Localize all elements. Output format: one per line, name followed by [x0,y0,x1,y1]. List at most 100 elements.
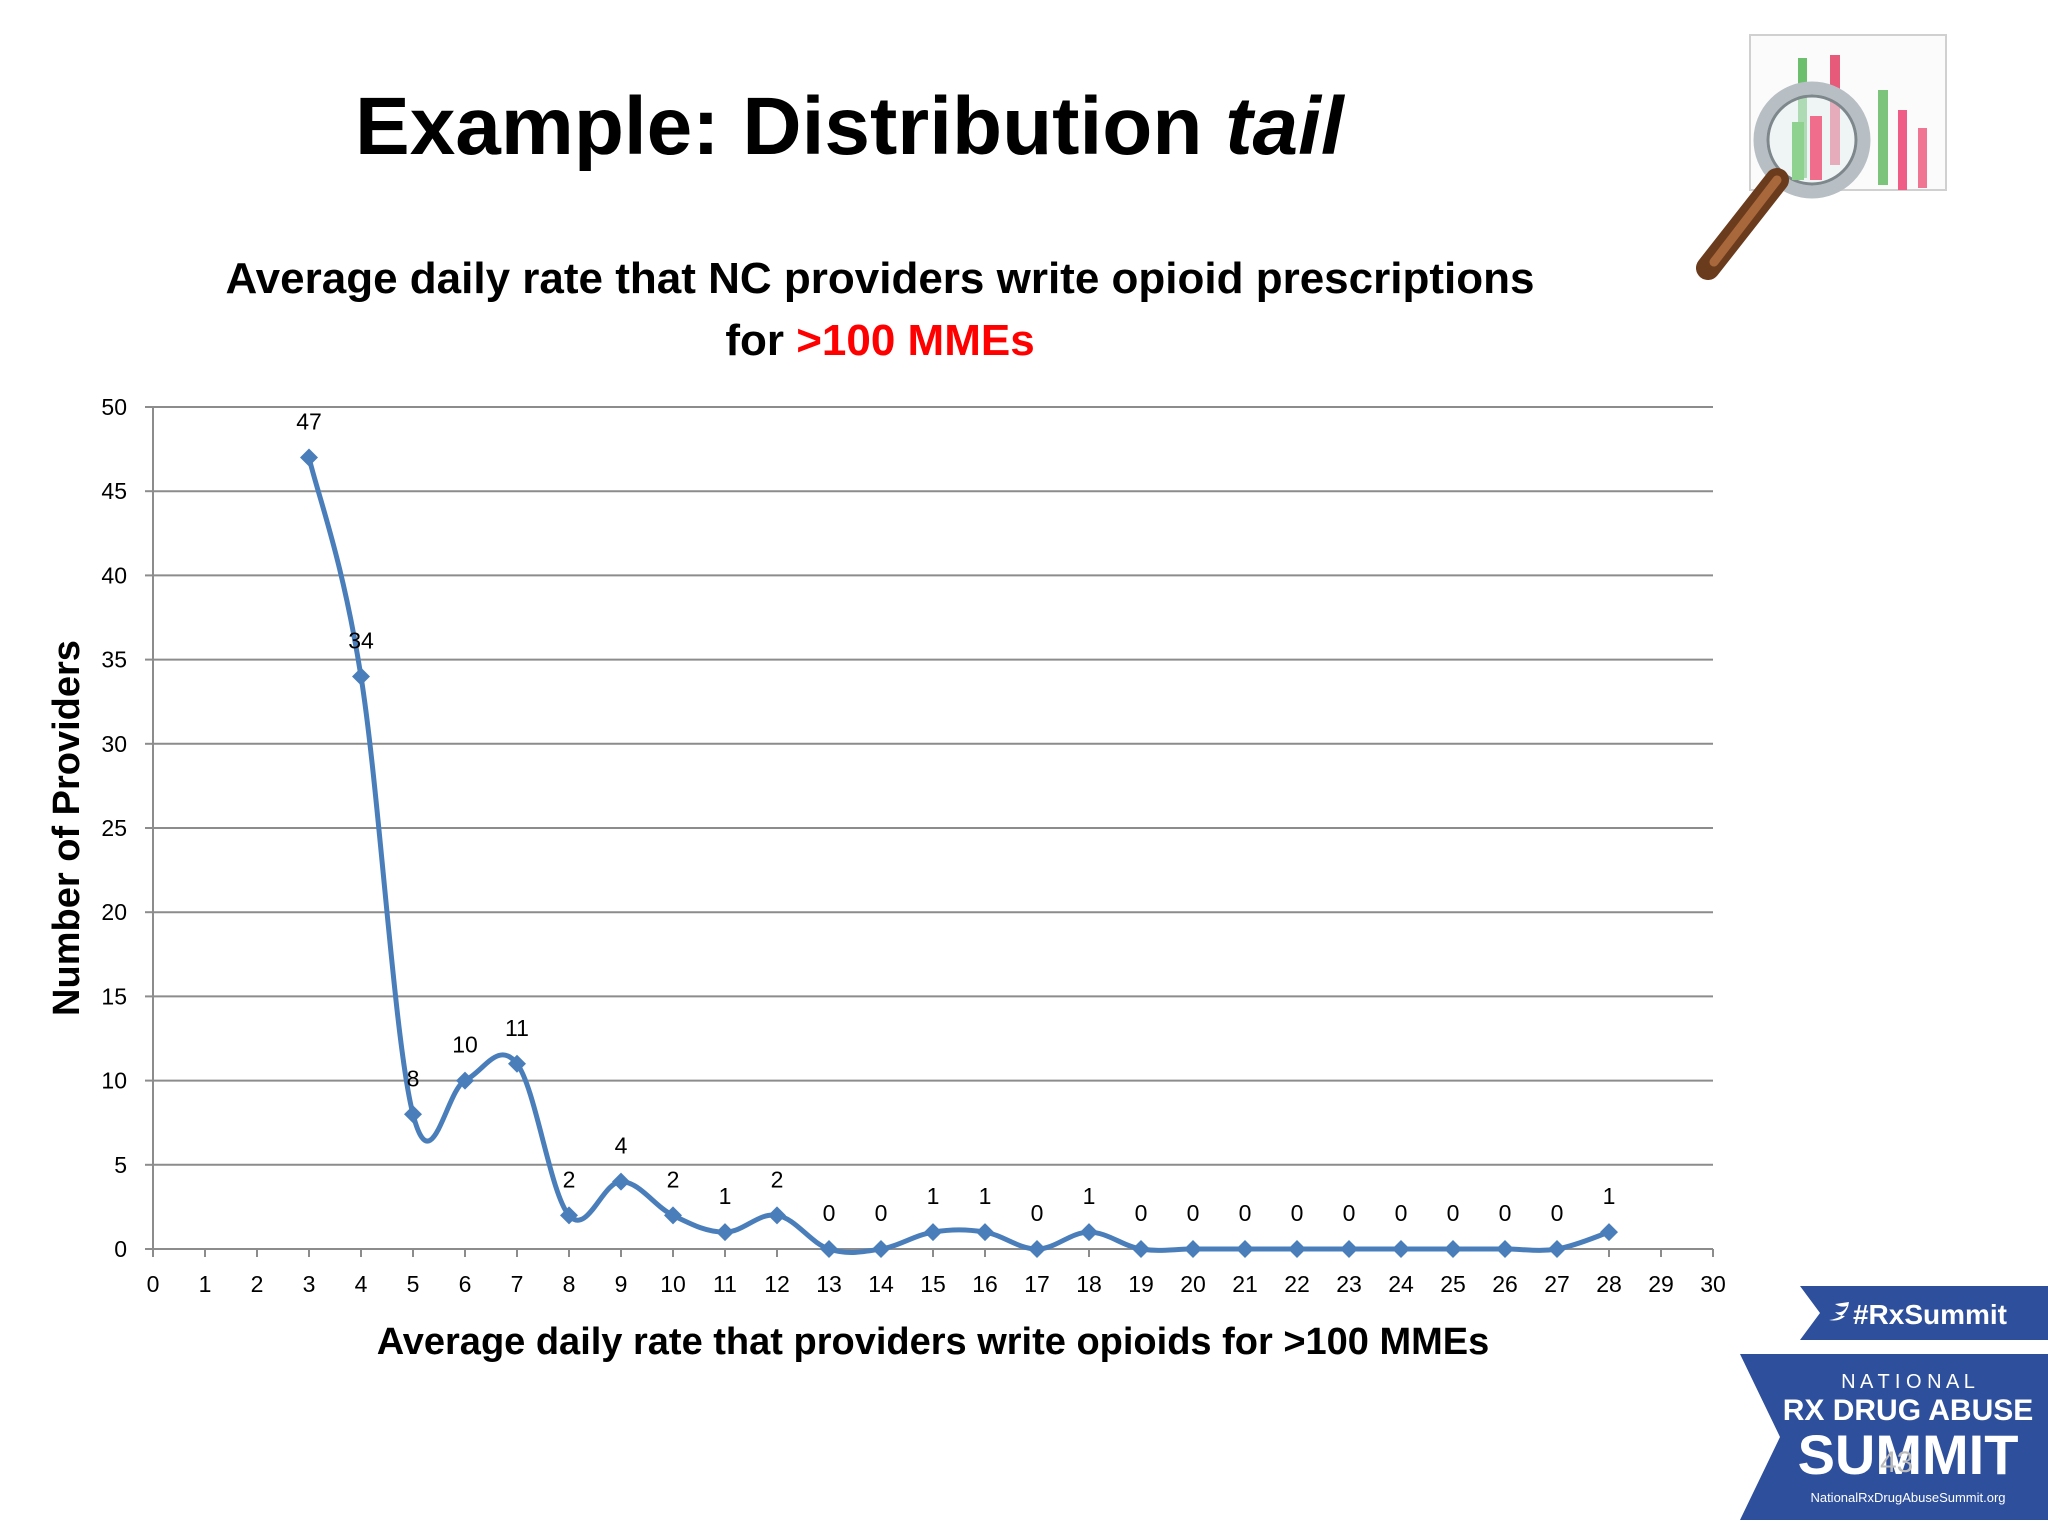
x-tick-label: 25 [1440,1271,1466,1297]
data-label: 1 [927,1183,940,1209]
y-tick-label: 50 [101,394,127,420]
series-line [306,455,1612,1255]
data-label: 4 [615,1133,628,1159]
data-point-marker [352,667,370,686]
y-tick-label: 25 [101,815,127,841]
x-tick-label: 1 [199,1271,212,1297]
x-tick-label: 29 [1648,1271,1674,1297]
x-tick-label: 14 [868,1271,894,1297]
slide-title: Example: Distribution tail [355,81,1344,172]
x-tick-label: 13 [816,1271,842,1297]
data-point-marker [820,1240,838,1258]
y-tick-label: 5 [114,1152,127,1178]
data-point-marker [1236,1240,1254,1258]
data-label: 0 [1499,1200,1512,1226]
badge-url: NationalRxDrugAbuseSummit.org [1810,1490,2005,1505]
data-point-marker [1496,1240,1514,1258]
x-tick-label: 2 [251,1271,264,1297]
x-tick-label: 20 [1180,1271,1206,1297]
data-point-marker [1600,1223,1618,1242]
data-point-marker [1340,1240,1358,1258]
x-tick-label: 30 [1700,1271,1726,1297]
data-markers [300,448,1618,1258]
data-point-marker [768,1206,786,1225]
chart-title: Average daily rate that NC providers wri… [0,248,1760,372]
data-label: 0 [1447,1200,1460,1226]
x-tick-label: 16 [972,1271,998,1297]
data-label: 0 [1239,1200,1252,1226]
y-tick-label: 45 [101,478,127,504]
chart-title-line2: for >100 MMEs [725,316,1035,365]
x-tick-label: 6 [459,1271,472,1297]
data-point-marker [1392,1240,1410,1258]
data-point-marker [1132,1240,1150,1258]
y-tick-labels: 0 5 10 15 20 25 30 35 40 45 50 [101,394,127,1262]
data-label: 0 [1031,1200,1044,1226]
data-label: 1 [719,1183,732,1209]
x-tick-label: 19 [1128,1271,1154,1297]
data-point-marker [456,1071,474,1090]
x-tick-labels: 0 1 2 3 4 5 6 7 8 9 10 11 12 13 14 15 16 17 18 19 20 21 22 23 24… [147,1271,1726,1297]
data-label: 2 [667,1166,680,1192]
data-point-marker [976,1223,994,1242]
data-label: 1 [979,1183,992,1209]
data-point-marker [1548,1240,1566,1258]
x-tick-label: 11 [713,1271,737,1297]
data-label: 0 [1187,1200,1200,1226]
x-tick-label: 5 [407,1271,420,1297]
x-tick-label: 3 [303,1271,316,1297]
y-tick-label: 15 [101,983,127,1009]
data-label: 0 [1343,1200,1356,1226]
data-point-marker [1288,1240,1306,1258]
data-label: 0 [823,1200,836,1226]
slide-title-emphasis: tail [1225,81,1344,172]
data-point-marker [1184,1240,1202,1258]
x-tick-label: 26 [1492,1271,1518,1297]
data-label: 0 [1291,1200,1304,1226]
grid-lines [153,406,1713,1166]
badge-line2: RX DRUG ABUSE [1783,1394,2034,1427]
x-tick-label: 12 [764,1271,790,1297]
y-tick-label: 20 [101,899,127,925]
badge-line1: N A T I O N A L [1841,1371,1975,1393]
chart-title-line1: Average daily rate that NC providers wri… [225,254,1535,303]
x-tick-label: 17 [1024,1271,1050,1297]
data-point-marker [924,1223,942,1242]
data-point-marker [300,448,318,467]
data-label: 10 [452,1032,478,1058]
x-tick-label: 21 [1232,1271,1258,1297]
data-label: 11 [505,1015,529,1041]
data-label: 1 [1603,1183,1616,1209]
x-tick-label: 27 [1544,1271,1570,1297]
x-axis-title: Average daily rate that providers write … [377,1321,1490,1363]
data-label: 2 [563,1166,576,1192]
x-tick-label: 9 [615,1271,628,1297]
data-point-marker [404,1105,422,1124]
data-point-marker [872,1240,890,1258]
x-tick-label: 28 [1596,1271,1622,1297]
magnifier-chart-icon [1696,34,1947,280]
data-label: 0 [1135,1200,1148,1226]
data-label: 8 [407,1065,420,1091]
page-number: 43 [1880,1446,1914,1479]
x-tick-label: 23 [1336,1271,1362,1297]
x-tick-label: 4 [355,1271,368,1297]
data-point-marker [508,1054,526,1073]
x-tick-label: 22 [1284,1271,1310,1297]
x-tick-label: 10 [660,1271,686,1297]
x-tick-label: 0 [147,1271,160,1297]
chart-title-accent: >100 MMEs [796,316,1035,365]
data-label: 47 [296,409,322,435]
data-label: 2 [771,1166,784,1192]
summit-badge: #RxSummit N A T I O N A L RX DRUG ABUSE … [1740,1286,2048,1520]
data-point-marker [560,1206,578,1225]
data-point-marker [716,1223,734,1242]
badge-line3: SUMMIT [1798,1423,2019,1486]
data-label: 0 [1395,1200,1408,1226]
data-point-marker [612,1172,630,1191]
y-tick-label: 10 [101,1068,127,1094]
y-axis-title: Number of Providers [46,640,88,1016]
data-label: 1 [1083,1183,1096,1209]
